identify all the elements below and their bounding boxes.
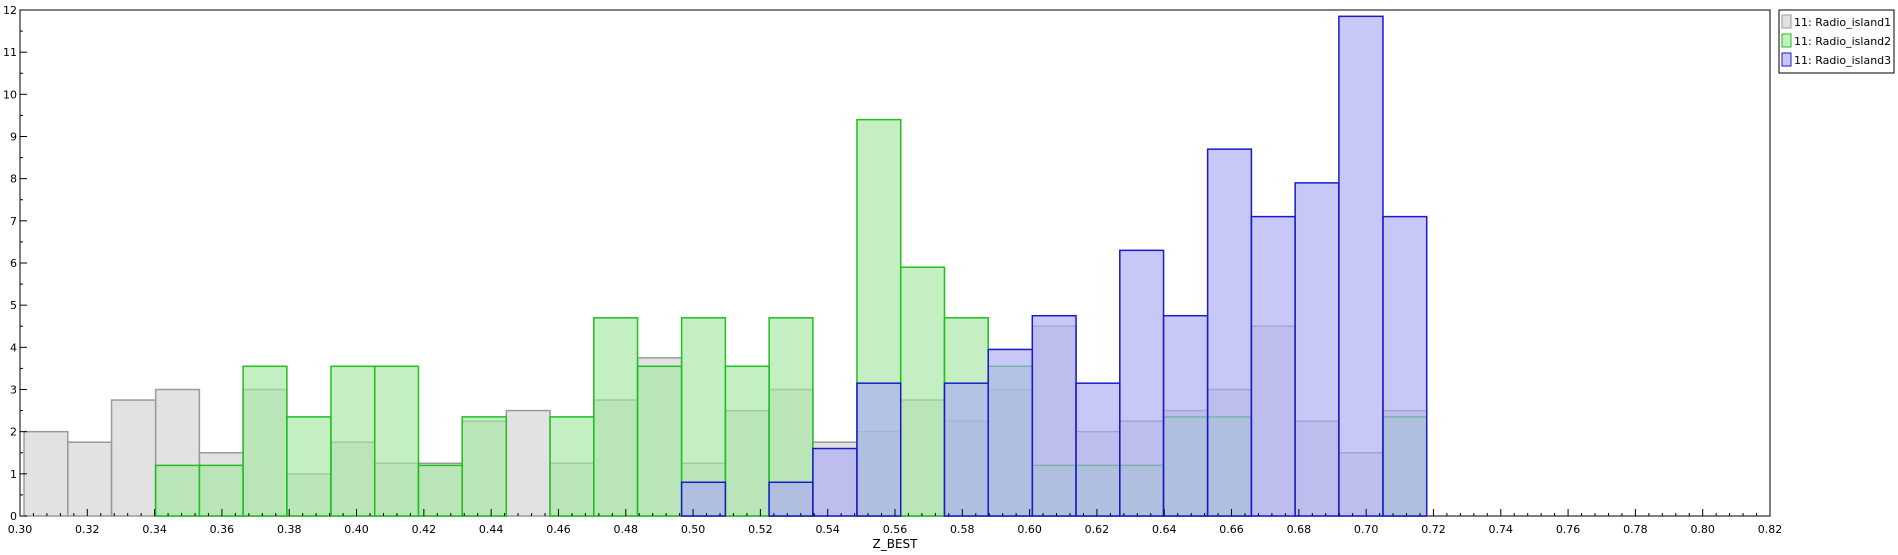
bar xyxy=(812,447,858,517)
x-tick-label: 0.38 xyxy=(277,523,302,536)
bar xyxy=(330,365,376,517)
legend-swatch[interactable] xyxy=(1781,52,1792,67)
bar xyxy=(67,441,113,517)
bar xyxy=(768,481,814,517)
x-tick-label: 0.30 xyxy=(8,523,33,536)
bars-layer xyxy=(23,15,1428,517)
bar xyxy=(987,348,1034,517)
x-tick-label: 0.36 xyxy=(210,523,235,536)
bar xyxy=(286,416,332,517)
y-tick-label: 7 xyxy=(10,215,17,228)
legend-label: 11: Radio_island3 xyxy=(1794,54,1891,67)
x-tick-label: 0.58 xyxy=(950,523,975,536)
x-axis-title: Z_BEST xyxy=(873,537,919,551)
legend-swatch[interactable] xyxy=(1781,33,1792,48)
y-tick-label: 11 xyxy=(3,46,17,59)
bar xyxy=(1119,249,1165,517)
bar xyxy=(724,365,770,517)
x-tick-label: 0.80 xyxy=(1690,523,1715,536)
x-tick-label: 0.50 xyxy=(681,523,706,536)
bar xyxy=(110,399,157,517)
legend-label: 11: Radio_island1 xyxy=(1794,16,1891,29)
bar xyxy=(1382,215,1428,517)
x-tick-label: 0.66 xyxy=(1219,523,1244,536)
bar xyxy=(198,464,244,517)
bar xyxy=(636,365,683,517)
bar xyxy=(461,416,508,517)
bar xyxy=(417,464,463,517)
x-tick-label: 0.42 xyxy=(412,523,437,536)
x-tick-label: 0.40 xyxy=(344,523,369,536)
x-tick-label: 0.68 xyxy=(1287,523,1312,536)
legend[interactable]: 11: Radio_island1 11: Radio_island2 11: Ra… xyxy=(1778,9,1895,74)
bar xyxy=(1250,215,1296,517)
y-tick-label: 0 xyxy=(10,510,17,523)
legend-box xyxy=(1778,9,1895,74)
x-tick-label: 0.62 xyxy=(1085,523,1110,536)
x-tick-label: 0.76 xyxy=(1556,523,1581,536)
x-tick-label: 0.32 xyxy=(75,523,100,536)
y-tick-label: 6 xyxy=(10,257,17,270)
bar xyxy=(154,464,201,517)
axes-layer: 0.30 0.32 0.34 0.36 0.38 0.40 0.42 0.44 0.46 0.48… xyxy=(3,4,1782,536)
x-tick-label: 0.52 xyxy=(748,523,773,536)
y-tick-label: 12 xyxy=(3,4,17,17)
bar xyxy=(1206,148,1253,517)
x-tick-label: 0.70 xyxy=(1354,523,1379,536)
x-tick-label: 0.72 xyxy=(1421,523,1446,536)
x-tick-label: 0.78 xyxy=(1623,523,1648,536)
bar xyxy=(1031,314,1077,517)
x-tick-label: 0.44 xyxy=(479,523,504,536)
x-tick-label: 0.56 xyxy=(883,523,908,536)
x-tick-label: 0.34 xyxy=(142,523,167,536)
bar xyxy=(1338,15,1384,517)
bar xyxy=(943,382,989,517)
bar xyxy=(23,430,69,517)
y-tick-label: 2 xyxy=(10,426,17,439)
bar xyxy=(1294,182,1340,517)
y-tick-label: 9 xyxy=(10,131,17,144)
bar xyxy=(856,382,902,517)
bar xyxy=(680,481,727,517)
x-tick-label: 0.60 xyxy=(1017,523,1042,536)
bar xyxy=(899,266,946,517)
series-3 xyxy=(680,15,1428,517)
bar xyxy=(505,409,551,517)
y-tick-label: 10 xyxy=(3,88,17,101)
legend-label: 11: Radio_island2 xyxy=(1794,35,1891,48)
x-tick-label: 0.64 xyxy=(1152,523,1177,536)
bar xyxy=(242,365,288,517)
legend-swatch[interactable] xyxy=(1781,14,1792,29)
x-tick-label: 0.48 xyxy=(614,523,639,536)
y-tick-label: 1 xyxy=(10,468,17,481)
bar xyxy=(1075,382,1121,517)
bar xyxy=(1162,314,1209,517)
x-tick-label: 0.82 xyxy=(1758,523,1783,536)
bar xyxy=(549,416,595,517)
bar xyxy=(373,365,420,517)
x-tick-label: 0.54 xyxy=(815,523,840,536)
x-tick-label: 0.46 xyxy=(546,523,571,536)
x-tick-label: 0.74 xyxy=(1489,523,1514,536)
bar xyxy=(593,317,639,517)
y-tick-label: 5 xyxy=(10,299,17,312)
y-tick-label: 4 xyxy=(10,341,17,354)
y-tick-label: 3 xyxy=(10,384,17,397)
y-tick-label: 8 xyxy=(10,173,17,186)
